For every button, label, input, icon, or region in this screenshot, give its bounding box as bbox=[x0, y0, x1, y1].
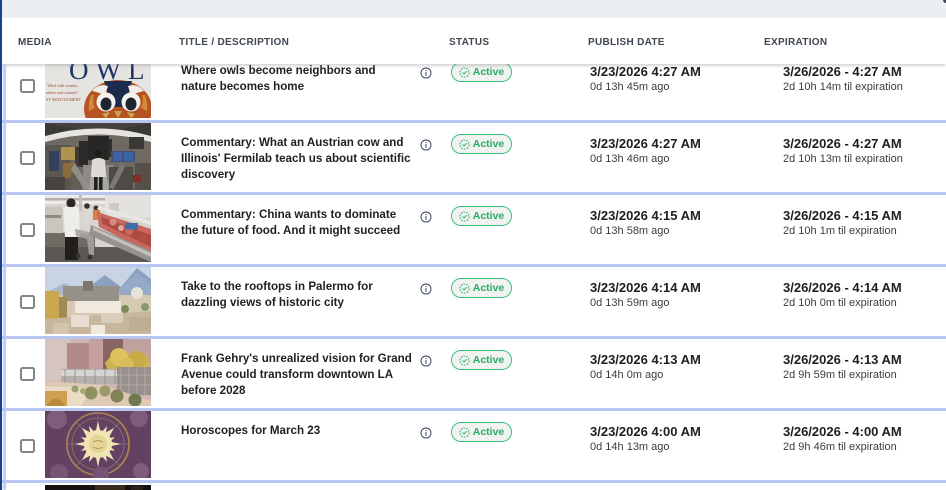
svg-text:SY MONTGOMERY: SY MONTGOMERY bbox=[46, 97, 81, 102]
svg-text:"filled with wonder,: "filled with wonder, bbox=[46, 83, 78, 89]
svg-text:adven. and warmth.": adven. and warmth." bbox=[46, 90, 80, 95]
